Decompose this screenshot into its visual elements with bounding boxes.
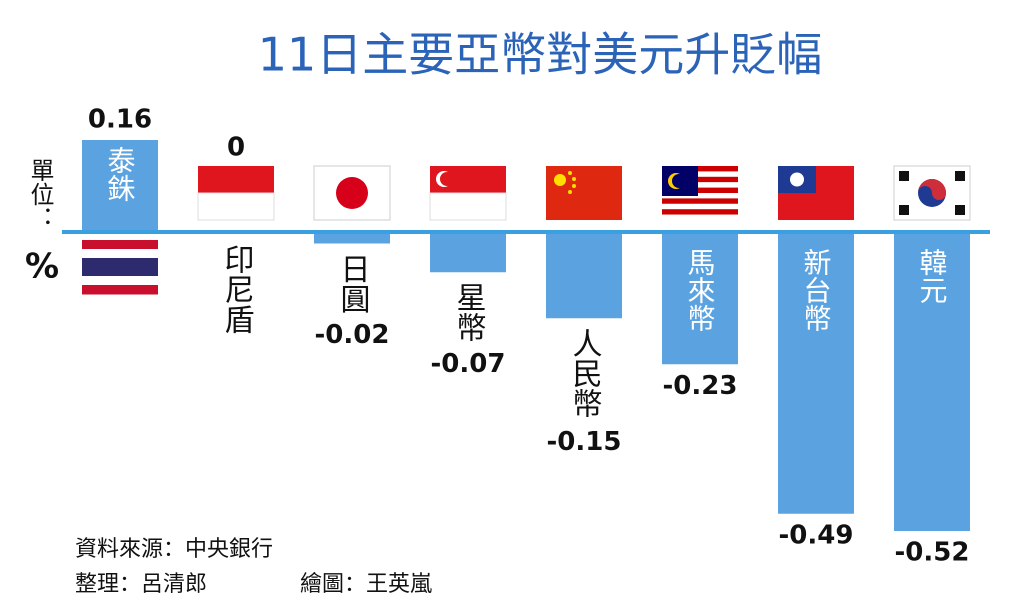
value-label: -0.52 — [895, 538, 970, 568]
bar — [430, 232, 506, 273]
category-label: 日圓 — [335, 254, 370, 314]
flag — [662, 193, 738, 199]
editor: 整理：呂清郎 — [75, 572, 207, 597]
flag — [662, 176, 738, 183]
flag — [82, 285, 158, 295]
category-label: 人民幣 — [567, 328, 602, 418]
flag — [568, 190, 572, 194]
category-label: 馬來幣 — [684, 248, 717, 332]
flag — [662, 187, 738, 194]
flag — [662, 166, 738, 172]
unit: % — [25, 247, 59, 287]
flag — [429, 192, 507, 221]
bar — [662, 232, 738, 365]
flag — [568, 171, 572, 175]
bar — [314, 232, 390, 244]
flag — [554, 174, 566, 186]
flag — [82, 276, 158, 286]
flag — [197, 192, 275, 221]
category-label: 星幣 — [451, 282, 486, 342]
category-label: 新台幣 — [800, 248, 833, 332]
category-label: 泰銖 — [104, 146, 137, 202]
flag — [662, 171, 738, 177]
unit-label: 單位： — [26, 158, 54, 230]
value-label: -0.07 — [431, 349, 506, 379]
source: 資料來源：中央銀行 — [75, 537, 273, 562]
flag — [336, 177, 368, 209]
value-label: -0.02 — [315, 320, 390, 350]
flag — [899, 205, 909, 215]
flag — [662, 214, 738, 221]
category-label: 韓元 — [916, 248, 949, 304]
flag — [82, 258, 158, 268]
value-label: 0 — [227, 133, 245, 163]
value-label: -0.49 — [779, 520, 854, 550]
flag — [572, 177, 576, 181]
flag — [82, 249, 158, 259]
category-label: 印尼盾 — [219, 244, 254, 334]
flag — [955, 171, 965, 181]
bar — [778, 232, 854, 514]
flag — [662, 182, 738, 188]
flag — [662, 209, 738, 215]
flag — [918, 179, 946, 200]
flag — [899, 171, 909, 181]
bar — [546, 232, 622, 319]
flag — [662, 203, 738, 210]
flag — [955, 205, 965, 215]
value-label: 0.16 — [88, 105, 152, 135]
flag — [440, 172, 454, 186]
chart-title: 11日主要亞幣對美元升貶幅 — [258, 28, 823, 82]
graphics: 繪圖：王英嵐 — [300, 572, 432, 597]
value-label: -0.23 — [663, 371, 738, 401]
flag — [546, 166, 622, 220]
flag — [662, 198, 738, 204]
flag — [790, 172, 804, 187]
flag — [198, 166, 274, 193]
flag — [572, 184, 576, 188]
bar — [82, 140, 158, 232]
flag — [82, 267, 158, 277]
flag — [672, 174, 686, 188]
bar — [894, 232, 970, 531]
value-label: -0.15 — [547, 427, 622, 457]
flag — [82, 240, 158, 250]
